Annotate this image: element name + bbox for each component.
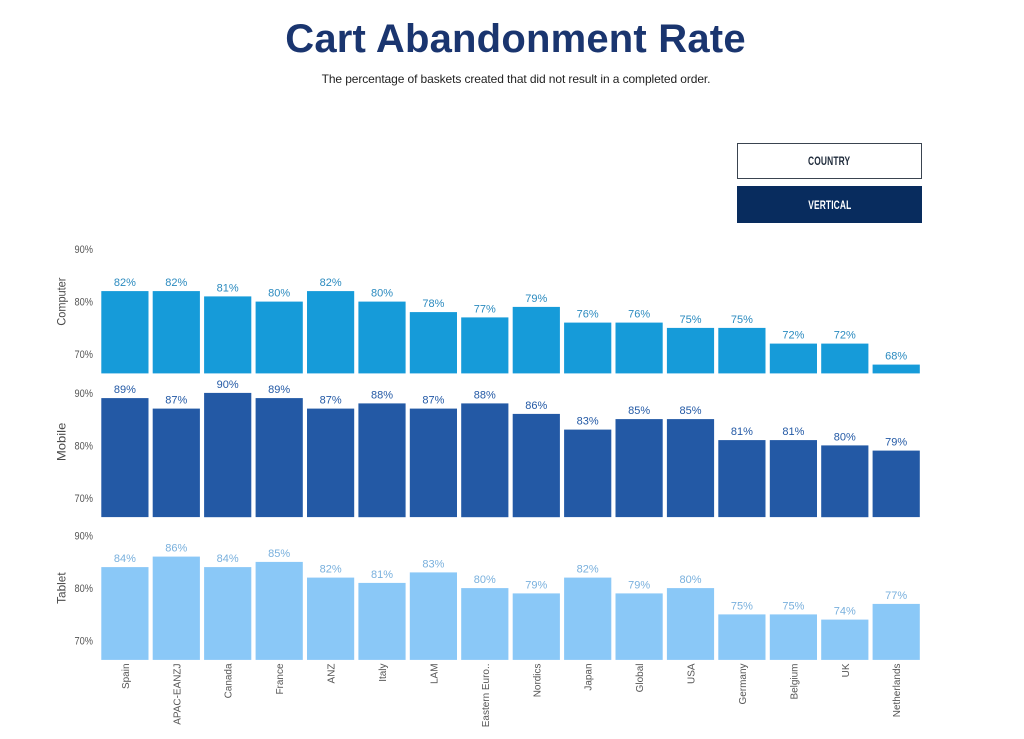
svg-text:APAC-EANZJ: APAC-EANZJ	[172, 664, 183, 725]
svg-text:80%: 80%	[75, 297, 94, 309]
svg-text:80%: 80%	[75, 583, 94, 595]
svg-text:Computer: Computer	[55, 278, 69, 326]
svg-text:90%: 90%	[217, 379, 239, 391]
svg-text:75%: 75%	[731, 600, 753, 612]
svg-text:85%: 85%	[268, 548, 290, 560]
svg-text:84%: 84%	[114, 553, 136, 565]
svg-text:74%: 74%	[834, 606, 856, 618]
svg-text:85%: 85%	[628, 405, 650, 417]
svg-text:81%: 81%	[217, 282, 239, 294]
svg-text:Nordics: Nordics	[532, 664, 543, 698]
svg-text:80%: 80%	[371, 288, 393, 300]
svg-text:76%: 76%	[577, 309, 599, 321]
svg-text:89%: 89%	[268, 384, 290, 396]
svg-text:ANZ: ANZ	[326, 664, 337, 684]
svg-text:86%: 86%	[165, 543, 187, 555]
svg-text:82%: 82%	[577, 564, 599, 576]
svg-text:82%: 82%	[320, 564, 342, 576]
svg-text:LAM: LAM	[429, 664, 440, 685]
svg-text:70%: 70%	[75, 493, 94, 505]
svg-text:79%: 79%	[525, 579, 547, 591]
svg-text:75%: 75%	[782, 600, 804, 612]
svg-text:75%: 75%	[679, 314, 701, 326]
svg-text:80%: 80%	[834, 431, 856, 443]
svg-text:Mobile: Mobile	[55, 422, 69, 461]
svg-text:68%: 68%	[885, 351, 907, 363]
svg-text:Germany: Germany	[738, 663, 749, 705]
svg-text:77%: 77%	[474, 303, 496, 315]
svg-text:83%: 83%	[422, 558, 444, 570]
svg-text:Global: Global	[635, 664, 646, 693]
svg-text:85%: 85%	[679, 405, 701, 417]
svg-text:82%: 82%	[114, 277, 136, 289]
svg-text:79%: 79%	[628, 579, 650, 591]
svg-text:80%: 80%	[75, 440, 94, 452]
svg-text:Spain: Spain	[121, 663, 132, 689]
svg-text:Netherlands: Netherlands	[892, 664, 903, 718]
svg-text:70%: 70%	[75, 349, 94, 361]
svg-text:81%: 81%	[731, 426, 753, 438]
svg-text:USA: USA	[686, 663, 697, 684]
svg-text:86%: 86%	[525, 400, 547, 412]
svg-text:72%: 72%	[834, 330, 856, 342]
svg-text:Eastern Euro..: Eastern Euro..	[481, 664, 492, 728]
svg-text:Tablet: Tablet	[55, 572, 69, 604]
svg-text:77%: 77%	[885, 590, 907, 602]
svg-text:72%: 72%	[782, 330, 804, 342]
svg-text:Japan: Japan	[583, 663, 594, 690]
svg-text:70%: 70%	[75, 636, 94, 648]
svg-text:80%: 80%	[679, 574, 701, 586]
svg-text:80%: 80%	[268, 288, 290, 300]
svg-text:83%: 83%	[577, 416, 599, 428]
svg-text:87%: 87%	[422, 395, 444, 407]
svg-text:75%: 75%	[731, 314, 753, 326]
svg-text:82%: 82%	[165, 277, 187, 289]
svg-text:France: France	[275, 663, 286, 694]
svg-text:90%: 90%	[75, 388, 94, 400]
svg-text:87%: 87%	[320, 395, 342, 407]
svg-text:79%: 79%	[885, 437, 907, 449]
svg-text:81%: 81%	[371, 569, 393, 581]
svg-text:81%: 81%	[782, 426, 804, 438]
svg-text:87%: 87%	[165, 395, 187, 407]
svg-text:88%: 88%	[371, 389, 393, 401]
svg-text:78%: 78%	[422, 298, 444, 310]
svg-text:90%: 90%	[75, 531, 94, 543]
svg-text:Belgium: Belgium	[789, 664, 800, 700]
svg-text:Canada: Canada	[223, 663, 234, 698]
svg-text:Italy: Italy	[378, 663, 389, 682]
svg-text:76%: 76%	[628, 309, 650, 321]
svg-text:80%: 80%	[474, 574, 496, 586]
svg-text:88%: 88%	[474, 389, 496, 401]
svg-text:89%: 89%	[114, 384, 136, 396]
svg-text:UK: UK	[841, 663, 852, 677]
svg-text:79%: 79%	[525, 293, 547, 305]
svg-text:82%: 82%	[320, 277, 342, 289]
svg-text:84%: 84%	[217, 553, 239, 565]
svg-text:90%: 90%	[75, 244, 94, 256]
